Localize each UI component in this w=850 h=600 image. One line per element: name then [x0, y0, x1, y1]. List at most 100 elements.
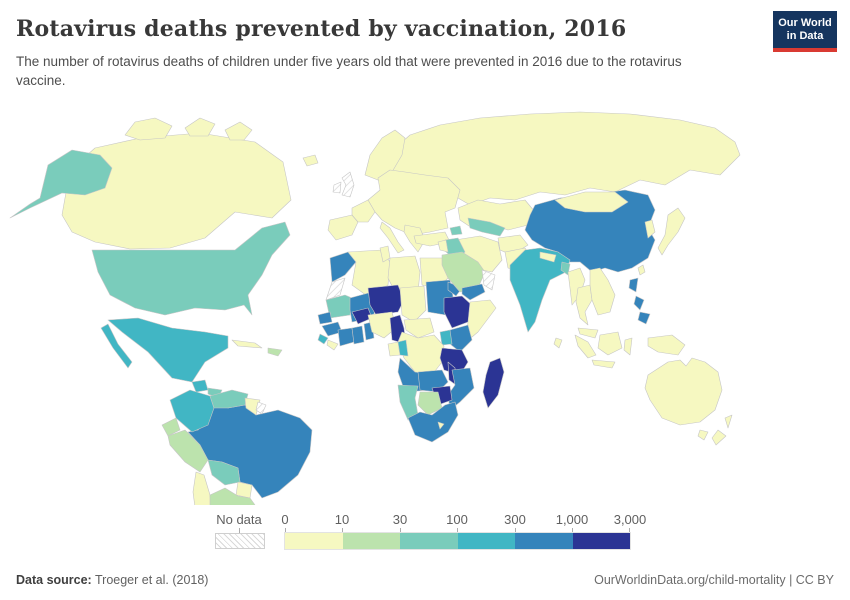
country-brazil[interactable] [187, 395, 313, 499]
country-australia[interactable] [644, 357, 723, 426]
country-united-kingdom[interactable] [341, 171, 355, 198]
country-ecuador[interactable] [161, 417, 181, 437]
country-kenya[interactable] [449, 324, 473, 353]
legend-swatch-0-10[interactable] [285, 533, 343, 549]
country-senegal[interactable] [317, 311, 333, 325]
country-china[interactable] [524, 189, 656, 273]
country-thailand[interactable] [575, 284, 593, 326]
country-bangladesh[interactable] [560, 261, 571, 276]
country-hispaniola[interactable] [267, 347, 283, 357]
country-madagascar[interactable] [482, 357, 505, 409]
legend-swatch-1000-3000[interactable] [572, 533, 630, 549]
country-morocco[interactable] [329, 251, 357, 283]
country-borneo[interactable] [597, 331, 623, 356]
country-botswana[interactable] [417, 391, 443, 416]
country-canada-arctic-island[interactable] [124, 117, 173, 141]
country-usa[interactable] [91, 221, 291, 316]
data-source: Data source: Troeger et al. (2018) [16, 573, 208, 587]
legend-no-data-swatch[interactable] [215, 533, 265, 549]
country-central-african-republic[interactable] [403, 317, 435, 339]
country-ghana[interactable] [351, 325, 365, 345]
country-uganda[interactable] [439, 329, 453, 346]
country-tasmania[interactable] [697, 429, 709, 441]
country-lesotho[interactable] [437, 421, 445, 430]
legend-swatch-10-30[interactable] [342, 533, 400, 549]
country-sulawesi[interactable] [623, 337, 633, 356]
owid-link[interactable]: OurWorldinData.org/child-mortality | CC … [594, 573, 834, 587]
country-liberia[interactable] [326, 339, 339, 351]
country-french-guiana[interactable] [255, 401, 267, 415]
country-sumatra[interactable] [574, 334, 597, 359]
country-philippines[interactable] [637, 311, 651, 325]
country-alaska[interactable] [9, 149, 113, 219]
country-ireland[interactable] [332, 181, 342, 194]
country-colombia[interactable] [169, 389, 215, 433]
legend-tick [400, 528, 401, 533]
country-korea[interactable] [644, 219, 656, 239]
legend-tick-label: 0 [281, 512, 289, 527]
country-somalia[interactable] [465, 299, 497, 343]
legend-tick [457, 528, 458, 533]
legend-tick-label: 10 [334, 512, 350, 527]
country-south-africa[interactable] [407, 401, 459, 443]
country-indochina[interactable] [589, 267, 616, 316]
page-title: Rotavirus deaths prevented by vaccinatio… [16, 16, 627, 42]
country-congo[interactable] [397, 339, 409, 357]
country-philippines[interactable] [628, 277, 639, 293]
country-yemen[interactable] [461, 283, 486, 301]
legend-color-bar [284, 532, 631, 550]
owid-logo-line1: Our World [778, 17, 832, 29]
country-iceland[interactable] [302, 154, 319, 167]
country-philippines[interactable] [633, 295, 645, 311]
country-java[interactable] [591, 359, 616, 369]
country-oman[interactable] [481, 269, 496, 291]
country-canada-arctic-island[interactable] [184, 117, 216, 137]
country-italy[interactable] [379, 221, 405, 254]
country-mexico[interactable] [100, 317, 229, 383]
country-new-zealand-south[interactable] [711, 429, 727, 446]
country-peru[interactable] [167, 429, 209, 473]
country-france[interactable] [351, 199, 376, 223]
country-central-europe[interactable] [367, 169, 461, 236]
legend-tick-label: 30 [392, 512, 408, 527]
legend-tick-label: 1,000 [555, 512, 589, 527]
owid-logo-line2: in Data [786, 30, 824, 42]
data-source-label: Data source: [16, 573, 92, 587]
country-malaysia[interactable] [577, 327, 599, 339]
country-western-sahara[interactable] [325, 277, 346, 301]
country-taiwan[interactable] [637, 264, 646, 276]
country-mongolia[interactable] [554, 191, 629, 213]
country-canada-arctic-island[interactable] [224, 121, 253, 141]
country-chad[interactable] [399, 285, 427, 323]
country-india[interactable] [509, 247, 571, 333]
country-levant[interactable] [437, 239, 449, 253]
country-nepal[interactable] [539, 251, 557, 263]
country-cuba[interactable] [231, 339, 263, 349]
owid-logo[interactable]: Our World in Data [773, 11, 837, 52]
country-niger[interactable] [367, 284, 405, 316]
legend-swatch-300-1000[interactable] [515, 533, 573, 549]
country-sri-lanka[interactable] [553, 337, 563, 349]
country-chile[interactable] [192, 471, 215, 505]
country-paraguay[interactable] [235, 481, 253, 499]
country-nigeria[interactable] [367, 311, 397, 339]
country-iberia[interactable] [327, 214, 359, 241]
legend-tick-label: 300 [504, 512, 526, 527]
world-choropleth-map [9, 111, 741, 505]
legend-tick [342, 528, 343, 533]
country-new-guinea[interactable] [647, 334, 686, 356]
country-canada[interactable] [61, 132, 292, 250]
country-japan[interactable] [657, 207, 686, 256]
country-caucasus[interactable] [449, 225, 463, 236]
country-uzbekistan[interactable] [467, 217, 506, 237]
country-venezuela[interactable] [209, 389, 249, 409]
legend-swatch-100-300[interactable] [457, 533, 515, 549]
country-guyana-suriname[interactable] [244, 397, 261, 416]
country-new-zealand-north[interactable] [724, 414, 733, 429]
country-ivory-coast[interactable] [337, 327, 355, 347]
legend-swatch-30-100[interactable] [400, 533, 458, 549]
country-bolivia[interactable] [207, 459, 241, 486]
country-sierra-leone[interactable] [317, 333, 329, 345]
country-guatemala[interactable] [191, 379, 209, 393]
country-argentina[interactable] [209, 487, 256, 505]
